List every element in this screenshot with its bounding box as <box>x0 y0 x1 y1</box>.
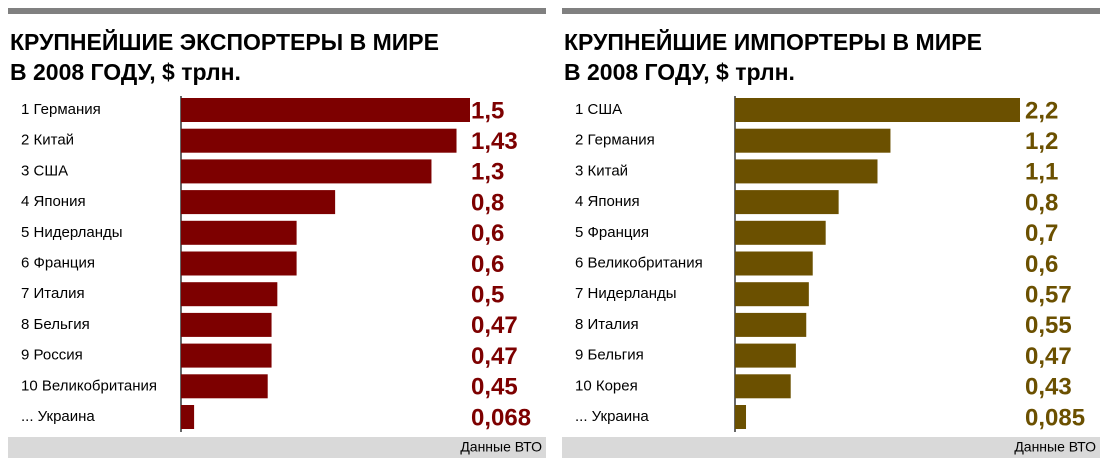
bar <box>735 190 839 215</box>
category-label: ... Украина <box>575 408 649 425</box>
chart-title: КРУПНЕЙШИЕ ЭКСПОРТЕРЫ В МИРЕ <box>10 28 439 55</box>
category-label: 10 Корея <box>575 377 638 394</box>
value-label: 0,068 <box>471 404 531 431</box>
top-rule <box>8 8 546 14</box>
bar <box>181 405 195 429</box>
category-label: 5 Нидерланды <box>21 224 123 241</box>
bar <box>181 312 272 337</box>
category-label: 1 Германия <box>21 101 101 118</box>
category-label: 2 Китай <box>21 132 74 149</box>
category-label: 4 Япония <box>21 193 86 210</box>
bar <box>735 251 813 276</box>
chart-title: КРУПНЕЙШИЕ ИМПОРТЕРЫ В МИРЕ <box>564 28 982 55</box>
bar <box>181 98 470 122</box>
category-label: ... Украина <box>21 408 95 425</box>
category-label: 3 Китай <box>575 162 628 179</box>
value-label: 0,47 <box>471 312 518 339</box>
value-label: 1,3 <box>471 159 504 186</box>
chart-title: В 2008 ГОДУ, $ трлн. <box>564 59 795 85</box>
value-label: 0,7 <box>1025 220 1058 247</box>
value-label: 0,57 <box>1025 282 1072 309</box>
value-label: 0,43 <box>1025 374 1072 401</box>
source-band <box>562 437 1100 458</box>
value-label: 0,8 <box>471 189 504 216</box>
value-label: 0,6 <box>471 251 504 278</box>
value-label: 0,8 <box>1025 189 1058 216</box>
bar <box>181 374 268 399</box>
source: Данные ВТО <box>460 439 542 455</box>
value-label: 0,45 <box>471 374 518 401</box>
bar <box>181 251 297 276</box>
value-label: 0,55 <box>1025 312 1072 339</box>
category-label: 4 Япония <box>575 193 640 210</box>
bar <box>181 128 457 153</box>
bar <box>735 405 747 429</box>
bar <box>181 282 278 307</box>
bar <box>181 159 432 184</box>
bar <box>735 282 809 307</box>
category-label: 5 Франция <box>575 224 649 241</box>
category-label: 9 Россия <box>21 347 83 364</box>
bar <box>735 98 1020 122</box>
category-label: 6 Франция <box>21 254 95 271</box>
value-label: 0,47 <box>1025 343 1072 370</box>
value-label: 0,5 <box>471 282 504 309</box>
value-label: 0,6 <box>471 220 504 247</box>
value-label: 0,085 <box>1025 404 1085 431</box>
category-label: 8 Бельгия <box>21 316 90 333</box>
category-label: 8 Италия <box>575 316 639 333</box>
bar <box>735 159 878 184</box>
bar <box>735 312 807 337</box>
value-label: 0,6 <box>1025 251 1058 278</box>
category-label: 10 Великобритания <box>21 377 157 394</box>
category-label: 1 США <box>575 101 622 118</box>
category-label: 7 Нидерланды <box>575 285 677 302</box>
category-label: 7 Италия <box>21 285 85 302</box>
bar <box>181 343 272 368</box>
bar <box>735 220 826 245</box>
category-label: 2 Германия <box>575 132 655 149</box>
source: Данные ВТО <box>1014 439 1096 455</box>
value-label: 1,5 <box>471 97 504 124</box>
bar <box>735 343 796 368</box>
source-band <box>8 437 546 458</box>
top-rule <box>562 8 1100 14</box>
category-label: 3 США <box>21 162 68 179</box>
bar <box>735 128 891 153</box>
value-label: 1,1 <box>1025 159 1058 186</box>
bar <box>181 220 297 245</box>
bar <box>735 374 791 399</box>
chart-title: В 2008 ГОДУ, $ трлн. <box>10 59 241 85</box>
category-label: 9 Бельгия <box>575 347 644 364</box>
value-label: 0,47 <box>471 343 518 370</box>
category-label: 6 Великобритания <box>575 254 703 271</box>
value-label: 2,2 <box>1025 97 1058 124</box>
value-label: 1,43 <box>471 128 518 155</box>
value-label: 1,2 <box>1025 128 1058 155</box>
bar <box>181 190 336 215</box>
